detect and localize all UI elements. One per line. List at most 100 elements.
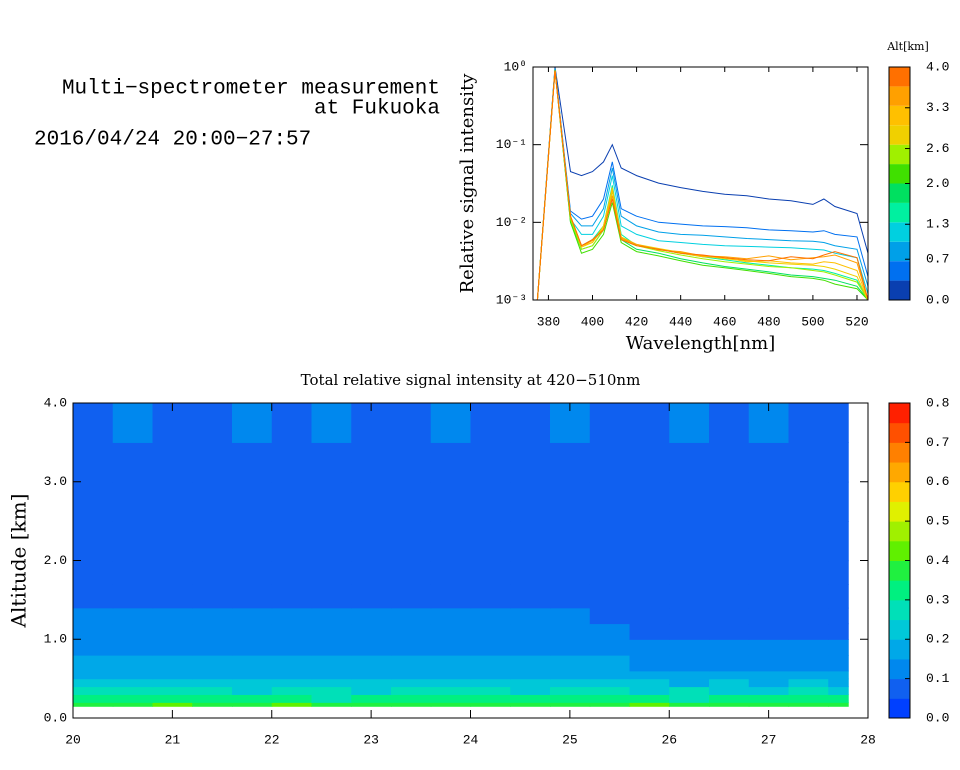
cell — [232, 584, 273, 609]
cell — [589, 442, 631, 483]
cell — [828, 442, 849, 483]
cell — [748, 702, 790, 707]
cell — [828, 702, 849, 707]
cell — [788, 442, 829, 483]
cell — [748, 670, 790, 680]
x-axis-label: Wavelength[nm] — [626, 333, 776, 354]
cell — [311, 678, 352, 688]
cell — [351, 560, 392, 585]
cell — [271, 521, 313, 562]
cell — [510, 639, 551, 656]
cell — [669, 560, 710, 585]
cell — [311, 686, 352, 695]
cell — [669, 584, 710, 609]
cell — [589, 560, 631, 585]
cell — [788, 686, 829, 695]
y-axis-label: Relative signal intensity — [457, 73, 478, 294]
cell — [430, 521, 472, 562]
cell — [73, 560, 114, 585]
cell — [788, 403, 829, 443]
cell — [589, 686, 631, 695]
cell — [112, 442, 154, 483]
colorbar-tick-label: 0.6 — [926, 474, 949, 489]
cell — [112, 403, 154, 443]
cell — [709, 678, 750, 688]
cell — [391, 694, 432, 703]
cell — [748, 686, 790, 695]
cell — [550, 442, 591, 483]
x-tick-label: 520 — [845, 314, 868, 329]
cell — [391, 521, 432, 562]
x-tick-label: 20 — [65, 732, 81, 747]
cell — [828, 670, 849, 680]
x-tick-label: 27 — [761, 732, 777, 747]
cell — [430, 584, 472, 609]
cell — [589, 670, 631, 680]
cell — [470, 403, 511, 443]
cell — [748, 584, 790, 609]
cell — [589, 655, 631, 672]
cell — [192, 481, 233, 522]
cell — [192, 584, 233, 609]
cell — [589, 403, 631, 443]
x-tick-label: 21 — [165, 732, 181, 747]
cell — [510, 481, 551, 522]
cell — [232, 481, 273, 522]
cell — [828, 560, 849, 585]
cell — [589, 607, 631, 625]
cell — [589, 702, 631, 707]
cell — [430, 481, 472, 522]
colorbar-tick-label: 1.3 — [926, 217, 949, 232]
x-tick-label: 26 — [661, 732, 677, 747]
colorbar-band — [889, 619, 910, 640]
series-line — [536, 70, 869, 301]
cell — [232, 678, 273, 688]
cell — [550, 521, 591, 562]
cell — [152, 670, 193, 680]
colorbar-tick-label: 0.0 — [926, 292, 949, 307]
cell — [669, 403, 710, 443]
cell — [112, 694, 154, 703]
cell — [351, 702, 392, 707]
cell — [748, 442, 790, 483]
cell — [271, 694, 313, 703]
cell — [669, 442, 710, 483]
y-tick-label: 10⁻² — [496, 215, 527, 230]
colorbar-tick-label: 0.4 — [926, 553, 950, 568]
cell — [232, 560, 273, 585]
cell — [629, 521, 670, 562]
cell — [430, 686, 472, 695]
cell — [430, 655, 472, 672]
colorbar-band — [889, 222, 910, 242]
cell — [629, 584, 670, 609]
cell — [112, 481, 154, 522]
cell — [788, 670, 829, 680]
cell — [470, 694, 511, 703]
colorbar-band — [889, 599, 910, 621]
colorbar-band — [889, 658, 910, 680]
cell — [232, 702, 273, 707]
cell — [73, 521, 114, 562]
cell — [709, 560, 750, 585]
x-tick-label: 22 — [264, 732, 280, 747]
cell — [550, 670, 591, 680]
cell — [748, 694, 790, 703]
cell — [232, 639, 273, 656]
cell — [152, 686, 193, 695]
cell — [232, 521, 273, 562]
cell — [709, 623, 750, 640]
cell — [73, 481, 114, 522]
cell — [669, 702, 710, 707]
colorbar-band — [889, 261, 910, 281]
cell — [709, 481, 750, 522]
cell — [589, 623, 631, 640]
cell — [232, 623, 273, 640]
cell — [351, 584, 392, 609]
cell — [311, 442, 352, 483]
cell — [510, 678, 551, 688]
cell — [550, 702, 591, 707]
cell — [391, 655, 432, 672]
cell — [510, 403, 551, 443]
cell — [510, 560, 551, 585]
